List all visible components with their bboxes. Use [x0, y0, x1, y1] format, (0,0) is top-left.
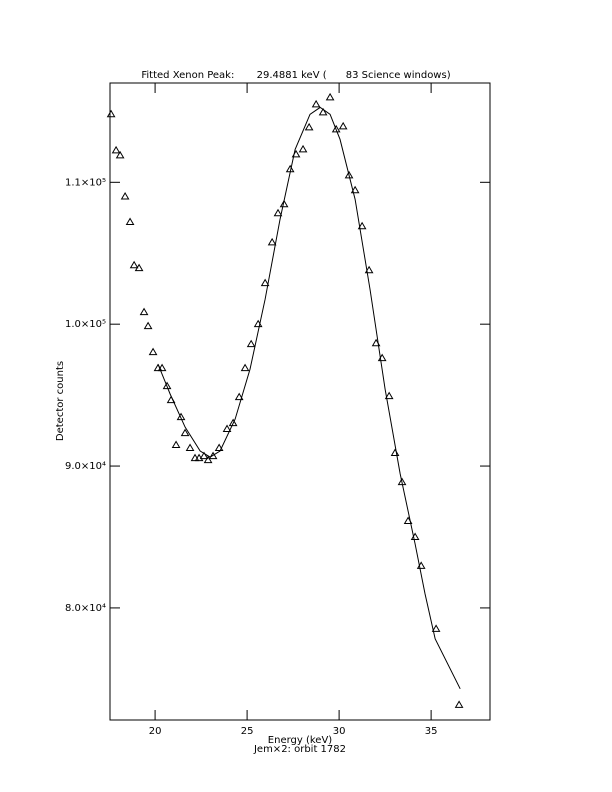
data-point — [120, 192, 130, 200]
data-point — [260, 278, 270, 287]
data-point — [222, 424, 232, 433]
fit-line — [157, 106, 461, 690]
data-point — [162, 381, 172, 390]
data-point — [298, 144, 308, 153]
y-axis-label: Detector counts — [55, 361, 66, 441]
subtitle: Jem×2: orbit 1782 — [253, 744, 346, 755]
x-tick-label: 30 — [333, 726, 346, 737]
data-point — [234, 392, 244, 401]
x-axis-label: Energy (keV) — [268, 735, 333, 746]
data-point — [171, 440, 181, 449]
data-point — [246, 339, 256, 348]
x-tick-label: 20 — [149, 726, 162, 737]
data-point — [325, 92, 335, 101]
x-tick-label: 25 — [241, 726, 254, 737]
data-point — [338, 121, 348, 130]
data-point — [106, 109, 116, 118]
data-point — [125, 217, 135, 226]
data-point — [357, 221, 367, 230]
data-point — [111, 145, 121, 154]
data-point — [267, 237, 277, 246]
data-point — [129, 260, 139, 269]
y-tick-label: 1.0×10⁵ — [65, 319, 106, 330]
data-point — [454, 700, 464, 708]
data-point — [143, 321, 153, 330]
data-point — [273, 208, 283, 217]
data-point — [203, 455, 213, 464]
data-point — [344, 170, 354, 179]
y-tick-label: 1.1×10⁵ — [65, 177, 106, 188]
data-point — [431, 624, 441, 632]
data-point — [279, 199, 289, 208]
data-point — [350, 185, 360, 194]
data-point — [180, 428, 190, 437]
data-point — [134, 263, 144, 272]
data-point — [176, 412, 186, 421]
data-point — [228, 418, 238, 427]
data-point — [331, 124, 341, 133]
data-point — [185, 443, 195, 452]
chart-title: Fitted Xenon Peak: 29.4881 keV ( 83 Scie… — [141, 70, 450, 81]
y-tick-label: 8.0×10⁴ — [65, 603, 106, 614]
data-point — [208, 451, 218, 460]
data-point — [240, 363, 250, 372]
data-point — [214, 443, 224, 452]
data-point — [318, 107, 328, 116]
data-point — [148, 347, 158, 356]
data-point — [390, 448, 400, 456]
data-point — [115, 150, 125, 159]
data-point — [384, 391, 394, 400]
x-tick-label: 35 — [425, 726, 438, 737]
plot-frame — [109, 82, 491, 721]
data-point — [304, 122, 314, 131]
data-point — [199, 451, 209, 460]
data-point — [311, 99, 321, 108]
data-point — [364, 265, 374, 274]
data-point — [157, 363, 167, 372]
y-tick-label: 9.0×10⁴ — [65, 461, 106, 472]
data-point — [139, 307, 149, 316]
